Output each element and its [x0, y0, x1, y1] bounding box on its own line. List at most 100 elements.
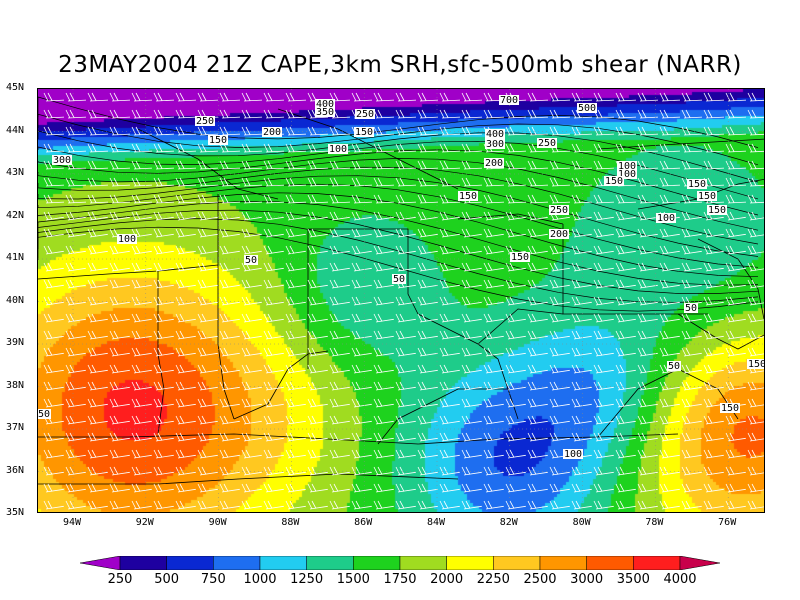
wind-barb: [747, 177, 764, 187]
wind-barb: [527, 466, 548, 476]
contour-label-bg: [38, 409, 51, 419]
wind-barb: [637, 466, 658, 476]
wind-barb: [593, 296, 614, 306]
wind-barb: [527, 160, 549, 170]
wind-barb: [703, 313, 724, 323]
wind-barb: [131, 415, 152, 425]
wind-barb: [373, 415, 394, 425]
wind-barb: [263, 483, 284, 493]
srh-contour-label: 150: [459, 191, 477, 202]
wind-barb: [527, 211, 548, 221]
srh-contour-line: [38, 201, 759, 286]
wind-barb: [263, 109, 285, 119]
wind-barb: [681, 313, 702, 323]
wind-barb: [175, 211, 196, 221]
wind-barb: [439, 126, 461, 136]
wind-barb: [747, 126, 764, 136]
wind-barb: [549, 262, 570, 272]
wind-barb: [593, 92, 615, 102]
wind-barb: [483, 415, 504, 425]
wind-barb: [659, 228, 680, 238]
wind-barb: [131, 92, 153, 102]
wind-barb: [571, 279, 592, 289]
wind-barb: [109, 92, 131, 102]
state-border-line: [457, 213, 564, 225]
wind-barb: [43, 92, 65, 102]
wind-barb: [175, 415, 196, 425]
wind-barb: [65, 211, 86, 221]
wind-barb: [65, 330, 86, 340]
wind-barb: [703, 279, 724, 289]
wind-barb: [241, 177, 263, 187]
wind-barb: [131, 347, 152, 357]
wind-barb: [197, 228, 218, 238]
wind-barb: [307, 279, 328, 289]
wind-barb: [219, 262, 240, 272]
wind-barb: [307, 364, 328, 374]
wind-barb: [65, 483, 86, 493]
wind-barb: [417, 262, 438, 272]
wind-barb: [549, 126, 571, 136]
wind-barb: [659, 262, 680, 272]
wind-barb: [373, 449, 394, 459]
state-border-line: [308, 228, 419, 315]
wind-barb: [241, 330, 262, 340]
wind-barb: [285, 194, 307, 204]
wind-barb: [725, 211, 746, 221]
wind-barb: [329, 500, 350, 510]
wind-barb: [703, 415, 724, 425]
wind-barb: [175, 143, 197, 153]
state-border-line: [38, 433, 679, 445]
wind-barb: [241, 279, 262, 289]
wind-barb: [505, 143, 527, 153]
cape-shaded-field: [38, 89, 764, 512]
wind-barb: [373, 364, 394, 374]
wind-barb: [65, 466, 86, 476]
wind-barb: [527, 296, 548, 306]
colorbar-swatch: [119, 556, 167, 570]
wind-barb: [571, 194, 593, 204]
longitude-label: 90W: [208, 517, 227, 528]
wind-barb: [549, 313, 570, 323]
wind-barb: [351, 160, 373, 170]
wind-barb: [637, 432, 658, 442]
wind-barb: [527, 92, 549, 102]
wind-barb: [571, 398, 592, 408]
wind-barb: [373, 500, 394, 510]
wind-barb: [417, 466, 438, 476]
wind-barb: [395, 449, 416, 459]
wind-barb: [681, 92, 703, 102]
wind-barb: [307, 500, 328, 510]
wind-barb: [461, 262, 482, 272]
srh-contour-line: [38, 226, 759, 312]
wind-barb: [263, 432, 284, 442]
wind-barb: [373, 279, 394, 289]
wind-barb: [219, 126, 241, 136]
wind-barb: [219, 143, 241, 153]
wind-barb: [307, 194, 329, 204]
wind-barb: [461, 415, 482, 425]
wind-barb: [571, 296, 592, 306]
wind-barb: [175, 398, 196, 408]
wind-barb: [747, 109, 764, 119]
srh-contour-label: 50: [393, 274, 405, 285]
wind-barb: [725, 177, 747, 187]
srh-contour-label: 150: [721, 403, 739, 414]
wind-barb: [747, 228, 764, 238]
wind-barb: [483, 228, 504, 238]
wind-barb: [725, 483, 746, 493]
wind-barb: [395, 330, 416, 340]
wind-barb: [219, 194, 241, 204]
wind-barb: [615, 483, 636, 493]
wind-barb: [527, 483, 548, 493]
wind-barb: [65, 143, 87, 153]
wind-barb: [637, 381, 658, 391]
wind-barb: [659, 109, 681, 119]
wind-barb: [307, 262, 328, 272]
wind-barb: [351, 466, 372, 476]
wind-barb: [65, 415, 86, 425]
contour-label-bg: [355, 109, 375, 119]
wind-barb: [87, 398, 108, 408]
wind-barb: [329, 126, 351, 136]
wind-barb: [329, 415, 350, 425]
